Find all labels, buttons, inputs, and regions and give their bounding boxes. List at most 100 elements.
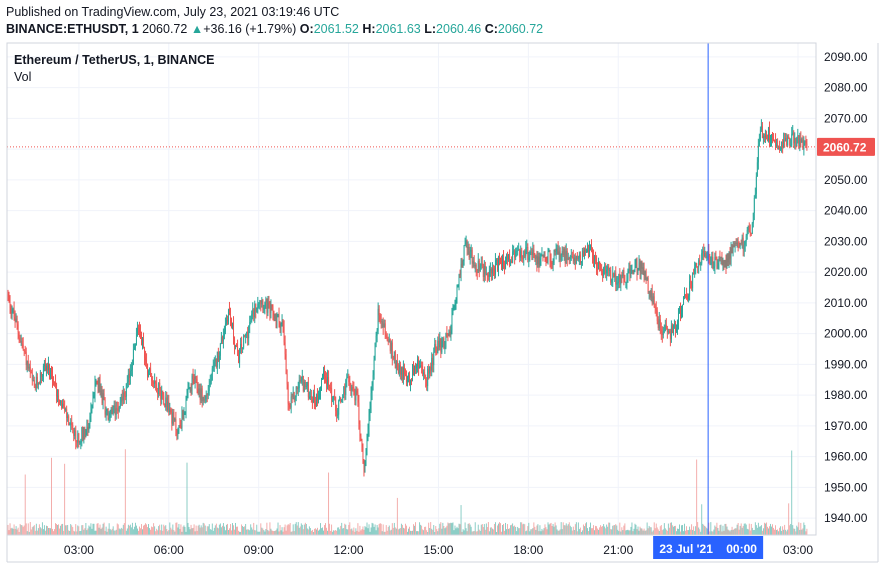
candle-body: [545, 260, 547, 262]
volume-bar: [569, 525, 571, 535]
candle-body: [582, 250, 584, 257]
volume-bar: [239, 531, 241, 535]
candle-body: [689, 281, 691, 296]
candle-body: [22, 344, 24, 350]
volume-bar: [620, 531, 622, 535]
volume-bar: [520, 522, 522, 535]
candle-body: [12, 308, 14, 313]
candle-body: [230, 310, 231, 319]
candle-body: [477, 260, 479, 273]
candle-body: [711, 256, 713, 264]
candle-body: [119, 402, 121, 408]
candle-body: [200, 388, 202, 400]
volume-bar: [429, 528, 431, 535]
volume-bar: [73, 530, 75, 535]
volume-bar: [529, 531, 531, 535]
volume-bar: [268, 531, 270, 535]
crosshair-time-tag: 23 Jul '21 00:00: [653, 536, 764, 559]
volume-bar: [14, 528, 16, 535]
volume-bar: [163, 524, 165, 535]
volume-bar: [571, 530, 573, 535]
candle-body: [590, 246, 591, 248]
volume-bar: [212, 530, 214, 535]
volume-bar: [273, 531, 275, 535]
current-price-tag: 2060.72: [817, 137, 875, 156]
candle-body: [765, 135, 767, 140]
candle-body: [546, 260, 548, 264]
candle-body: [441, 340, 443, 353]
candle-body: [19, 337, 21, 342]
candle-body: [662, 331, 664, 336]
candle-body: [447, 333, 449, 336]
time-axis[interactable]: 03:00 06:00 09:00 12:00 15:00 18:00 21:00 03:00: [64, 543, 813, 557]
candle-body: [410, 379, 411, 385]
volume-bar: [622, 530, 624, 535]
volume-bar: [223, 526, 225, 535]
candle-body: [646, 277, 648, 280]
volume-bar: [328, 472, 330, 535]
price-axis[interactable]: 2090.002080.002070.002060.002050.002040.…: [824, 50, 868, 525]
volume-bar: [655, 523, 657, 535]
candle-body: [248, 325, 250, 339]
candle-body: [156, 383, 158, 393]
candle-body: [626, 279, 628, 282]
volume-bar: [694, 530, 696, 535]
candle-body: [679, 308, 680, 313]
volume-bar: [744, 523, 746, 535]
volume-bar: [500, 523, 501, 535]
candle-body: [622, 270, 624, 277]
candle-body: [268, 302, 270, 304]
volume-bar: [630, 526, 632, 535]
candle-body: [355, 390, 357, 401]
candle-body: [263, 307, 265, 310]
candle-body: [376, 330, 378, 336]
volume-bar: [748, 523, 750, 535]
candle-body: [148, 371, 150, 377]
volume-bar: [455, 528, 457, 535]
candle-body: [755, 176, 757, 194]
candle-body: [15, 318, 17, 322]
candle-body: [623, 270, 625, 282]
series-legend-title[interactable]: Ethereum / TetherUS, 1, BINANCE: [14, 53, 215, 67]
volume-bar: [84, 528, 86, 535]
candle-body: [655, 307, 657, 311]
volume-bar: [545, 527, 547, 535]
candle-body: [80, 440, 82, 443]
candle-body: [757, 145, 759, 163]
volume-bar: [52, 528, 53, 535]
candle-body: [285, 354, 287, 375]
volume-bar: [675, 531, 677, 535]
volume-legend[interactable]: Vol: [14, 70, 32, 84]
volume-bar: [79, 531, 81, 535]
volume-bar: [382, 524, 384, 535]
candle-body: [557, 248, 559, 255]
volume-bar: [501, 531, 502, 535]
candle-body: [551, 262, 553, 264]
candle-body: [571, 256, 573, 257]
volume-bar: [665, 529, 667, 535]
candle-body: [30, 372, 32, 374]
volume-bar: [154, 526, 156, 535]
candle-body: [23, 349, 25, 352]
volume-bar: [444, 528, 446, 535]
volume-bar: [201, 527, 203, 535]
candle-body: [709, 256, 711, 264]
volume-bar: [805, 531, 807, 535]
volume-bar: [58, 524, 60, 535]
volume-bar: [438, 528, 440, 535]
volume-bar: [460, 505, 462, 535]
volume-bar: [76, 531, 78, 535]
volume-bar: [532, 528, 534, 535]
volume-bar: [194, 531, 196, 535]
candle-body: [587, 249, 588, 252]
volume-bar: [231, 530, 232, 535]
volume-bar: [361, 529, 363, 535]
volume-bar: [392, 527, 394, 535]
candle-body: [360, 436, 362, 441]
volume-bar: [381, 531, 383, 535]
candle-body: [372, 375, 374, 386]
volume-bar: [713, 529, 715, 535]
candle-body: [716, 257, 718, 269]
volume-bar: [619, 522, 621, 535]
